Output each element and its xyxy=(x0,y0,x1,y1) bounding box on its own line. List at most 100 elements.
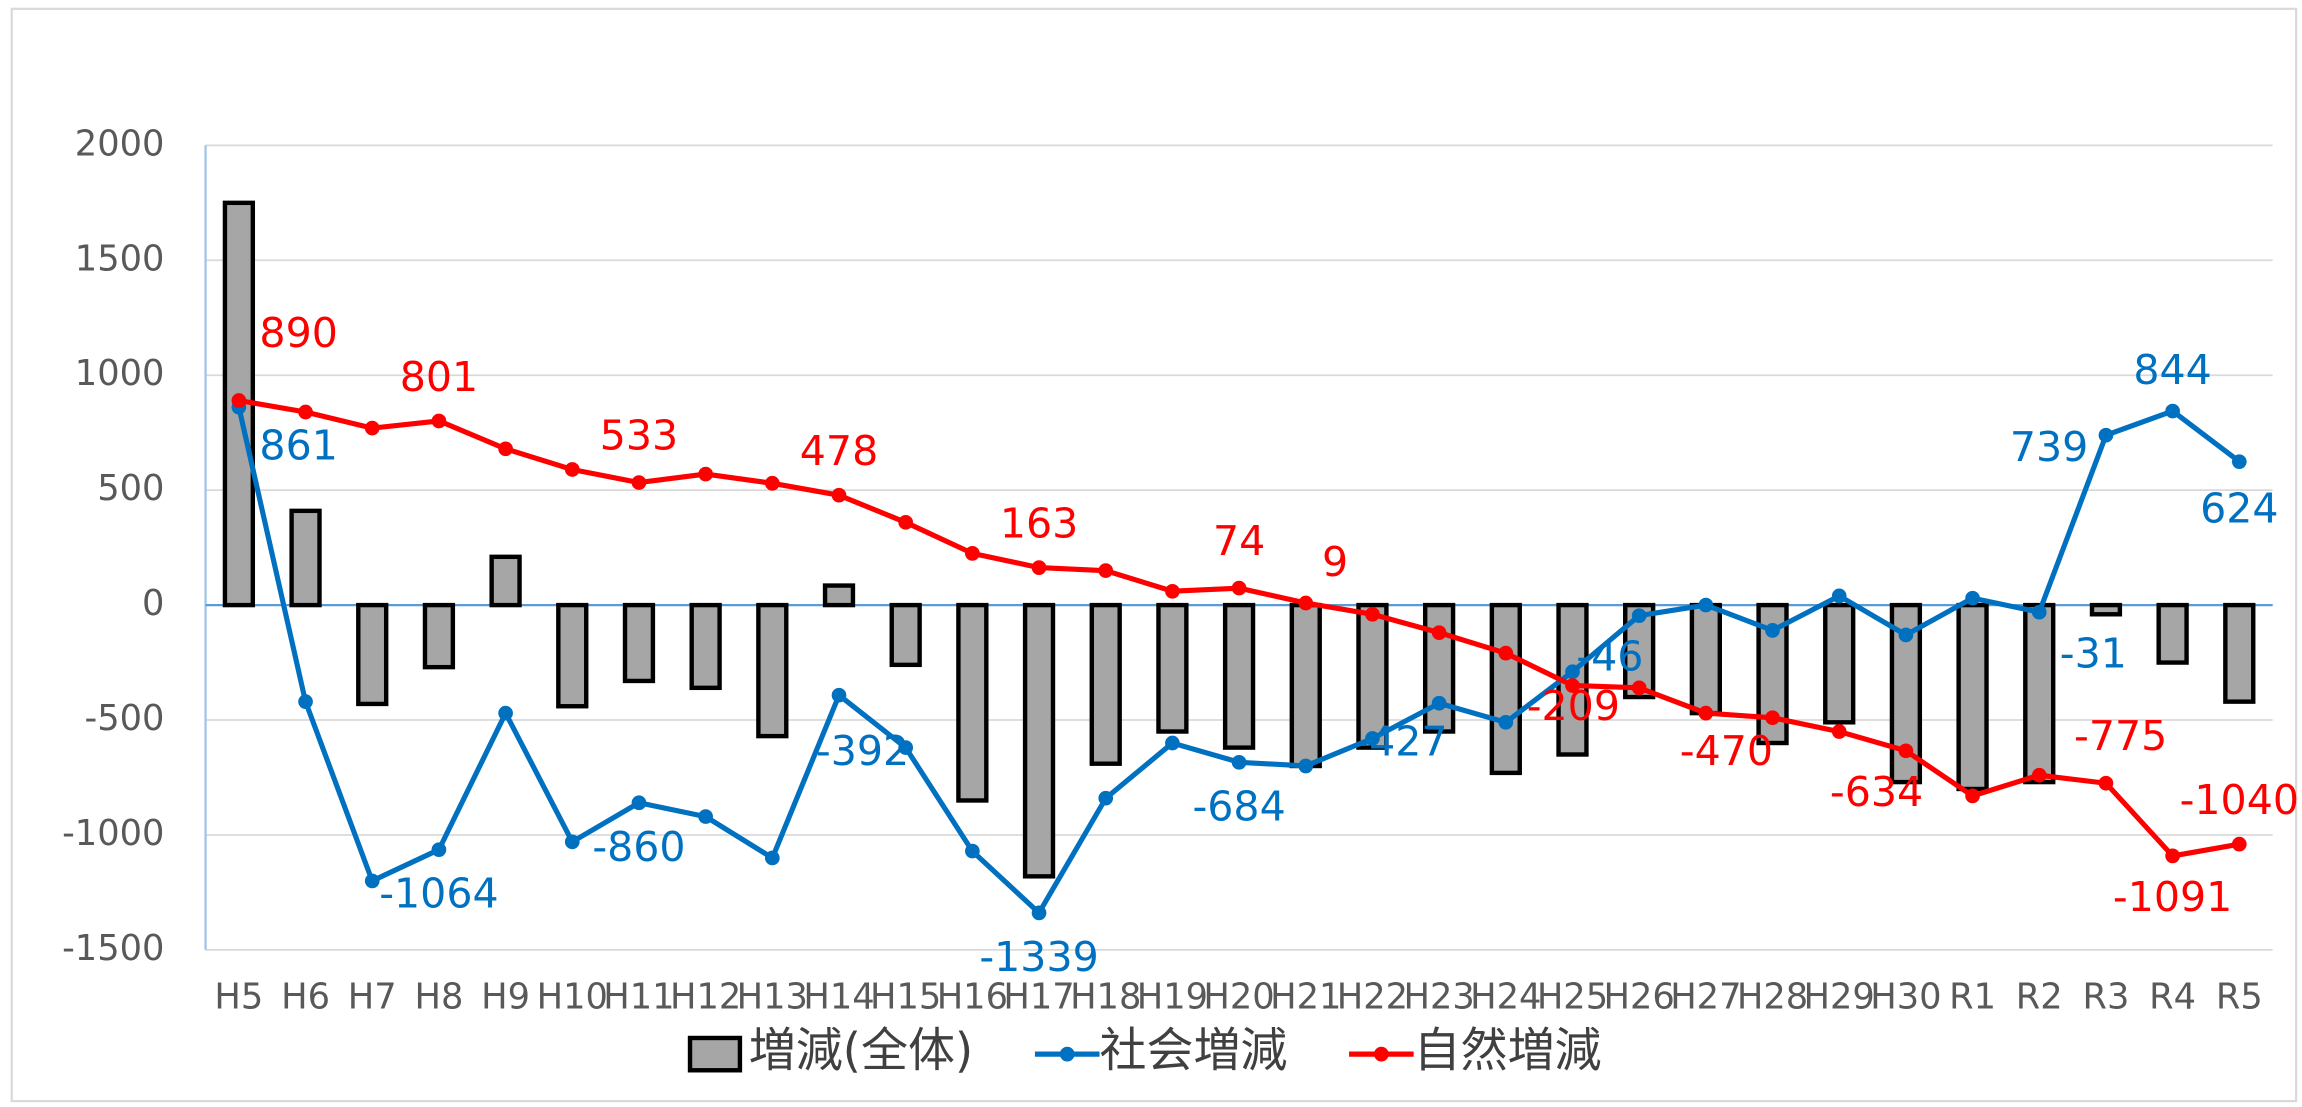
point xyxy=(1431,625,1447,641)
bar xyxy=(956,602,989,803)
point xyxy=(498,441,513,457)
x-tick-label: H16 xyxy=(937,976,1008,1017)
bar xyxy=(1289,602,1322,769)
bar xyxy=(1956,602,1989,792)
point xyxy=(898,740,914,755)
point xyxy=(965,546,980,561)
x-tick-label: H25 xyxy=(1537,976,1608,1017)
bar xyxy=(422,602,456,670)
bar xyxy=(1222,602,1256,750)
point xyxy=(231,393,247,408)
point xyxy=(764,850,780,866)
x-tick-label: H6 xyxy=(281,976,330,1017)
point xyxy=(1298,758,1314,774)
point xyxy=(2098,775,2114,791)
data-label: -392 xyxy=(816,727,909,775)
bar xyxy=(1422,602,1456,734)
bar xyxy=(1089,602,1122,766)
point xyxy=(1765,710,1780,726)
x-tick-label: R1 xyxy=(1949,976,1996,1017)
data-label: -1040 xyxy=(2180,776,2299,824)
point xyxy=(2165,403,2180,419)
x-tick-label: H21 xyxy=(1270,976,1341,1017)
point xyxy=(1831,724,1847,739)
y-tick-label: 0 xyxy=(142,583,164,624)
point xyxy=(898,515,914,530)
legend-label: 増減(全体) xyxy=(749,1024,974,1079)
bar xyxy=(689,602,722,691)
bar xyxy=(356,602,389,707)
point xyxy=(1965,788,1980,804)
point xyxy=(2031,604,2047,620)
point xyxy=(764,475,780,491)
bar xyxy=(1689,602,1723,716)
point xyxy=(1898,743,1914,759)
bar xyxy=(2023,602,2056,785)
bar xyxy=(2089,602,2123,617)
x-tick-label: H26 xyxy=(1604,976,1675,1017)
data-label: 739 xyxy=(2010,423,2088,471)
point xyxy=(831,487,847,503)
x-tick-label: H20 xyxy=(1203,976,1274,1017)
point xyxy=(1365,606,1380,622)
data-label: -1091 xyxy=(2113,873,2232,921)
x-tick-label: H5 xyxy=(214,976,263,1017)
x-tick-label: H13 xyxy=(737,976,808,1017)
point xyxy=(564,462,580,477)
point xyxy=(965,843,980,859)
x-tick-label: H22 xyxy=(1337,976,1408,1017)
legend-swatch xyxy=(687,1035,743,1073)
point xyxy=(2231,836,2247,852)
point xyxy=(631,475,647,490)
legend-swatch xyxy=(1374,1046,1389,1062)
point xyxy=(2098,427,2114,443)
point xyxy=(1765,623,1780,638)
point xyxy=(1631,680,1647,696)
bar xyxy=(2156,602,2189,665)
point xyxy=(1698,597,1714,613)
x-tick-label: H15 xyxy=(870,976,941,1017)
legend-label: 社会増減 xyxy=(1100,1024,1288,1079)
point xyxy=(698,809,713,824)
x-tick-label: R3 xyxy=(2082,976,2129,1017)
point xyxy=(1698,705,1714,721)
bar xyxy=(889,602,922,668)
x-tick-label: H10 xyxy=(537,976,608,1017)
point xyxy=(2231,454,2247,469)
point xyxy=(1898,627,1914,643)
data-label: -1064 xyxy=(379,870,498,918)
x-tick-label: H27 xyxy=(1670,976,1741,1017)
point xyxy=(1231,754,1247,770)
x-tick-label: R5 xyxy=(2216,976,2263,1017)
point xyxy=(1098,563,1114,578)
legend-swatch xyxy=(1059,1046,1075,1062)
legend-label: 自然増減 xyxy=(1414,1024,1602,1079)
x-tick-label: H18 xyxy=(1070,976,1141,1017)
data-label: -46 xyxy=(1576,633,1643,681)
point xyxy=(2031,767,2047,783)
point xyxy=(1165,583,1180,599)
data-label: -634 xyxy=(1830,768,1923,816)
x-tick-label: H28 xyxy=(1737,976,1808,1017)
point xyxy=(1365,731,1380,746)
point xyxy=(1165,735,1180,751)
point xyxy=(698,466,713,482)
point xyxy=(431,413,447,429)
x-tick-label: R4 xyxy=(2149,976,2196,1017)
point xyxy=(498,705,513,721)
point xyxy=(364,873,380,889)
point xyxy=(1831,588,1847,604)
data-label: -1339 xyxy=(979,933,1098,981)
bar xyxy=(756,602,789,739)
point xyxy=(1098,790,1114,806)
y-tick-label: -1500 xyxy=(62,928,164,969)
y-tick-label: 1500 xyxy=(75,238,165,279)
point xyxy=(1298,595,1314,611)
data-label: 624 xyxy=(2200,485,2278,533)
point xyxy=(564,834,580,850)
point xyxy=(1031,560,1047,575)
data-label: 74 xyxy=(1213,517,1265,565)
point xyxy=(298,694,313,709)
